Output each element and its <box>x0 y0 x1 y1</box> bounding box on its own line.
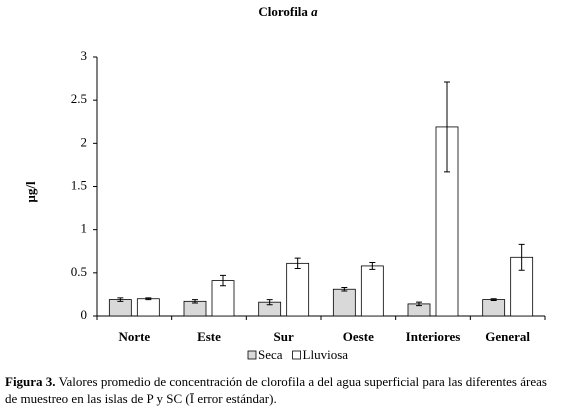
y-tick-label: 0.5 <box>71 264 87 279</box>
legend-swatch <box>247 350 257 360</box>
y-tick-label: 3 <box>81 48 88 63</box>
y-axis-label: µg/l <box>23 181 38 203</box>
error-bar <box>117 297 124 302</box>
error-bar <box>145 297 152 301</box>
x-tick-label: Norte <box>118 329 150 344</box>
bar <box>482 299 506 317</box>
error-bar <box>192 299 198 304</box>
error-bar <box>444 81 450 173</box>
error-bar <box>518 243 525 271</box>
bar <box>136 298 160 317</box>
chart-title: Clorofila a <box>258 4 318 19</box>
error-bar <box>266 299 273 306</box>
error-bar <box>294 257 301 270</box>
x-tick-label: Este <box>197 329 221 344</box>
title-text: Clorofila <box>258 4 308 19</box>
y-tick-label: 0 <box>81 307 88 322</box>
bar <box>360 265 384 317</box>
title-emphasis: a <box>311 4 318 19</box>
y-tick-label: 2.5 <box>71 91 87 106</box>
error-bar <box>341 287 348 292</box>
error-bar <box>220 274 226 287</box>
caption: Figura 3. Valores promedio de concentrac… <box>5 374 547 389</box>
caption-line: de muestreo en las islas de P y SC (Ī er… <box>5 391 277 406</box>
x-tick-label: Interiores <box>406 329 461 344</box>
caption-text: Valores promedio de concentración de clo… <box>59 374 547 389</box>
error-bar <box>490 298 497 301</box>
bar <box>332 288 356 317</box>
y-tick-label: 1.5 <box>71 177 87 192</box>
error-bar <box>416 301 422 307</box>
x-tick-label: Sur <box>274 329 294 344</box>
bar <box>108 299 132 317</box>
legend-swatch <box>292 350 301 360</box>
y-tick-label: 2 <box>81 134 88 149</box>
caption-label: Figura 3. <box>5 374 56 389</box>
error-bar <box>369 261 376 270</box>
x-tick-label: Oeste <box>343 329 374 344</box>
legend-label: Lluviosa <box>303 347 349 362</box>
bar <box>286 262 310 317</box>
y-tick-label: 1 <box>81 221 88 236</box>
legend-label: Seca <box>258 347 283 362</box>
x-tick-label: General <box>485 329 530 344</box>
